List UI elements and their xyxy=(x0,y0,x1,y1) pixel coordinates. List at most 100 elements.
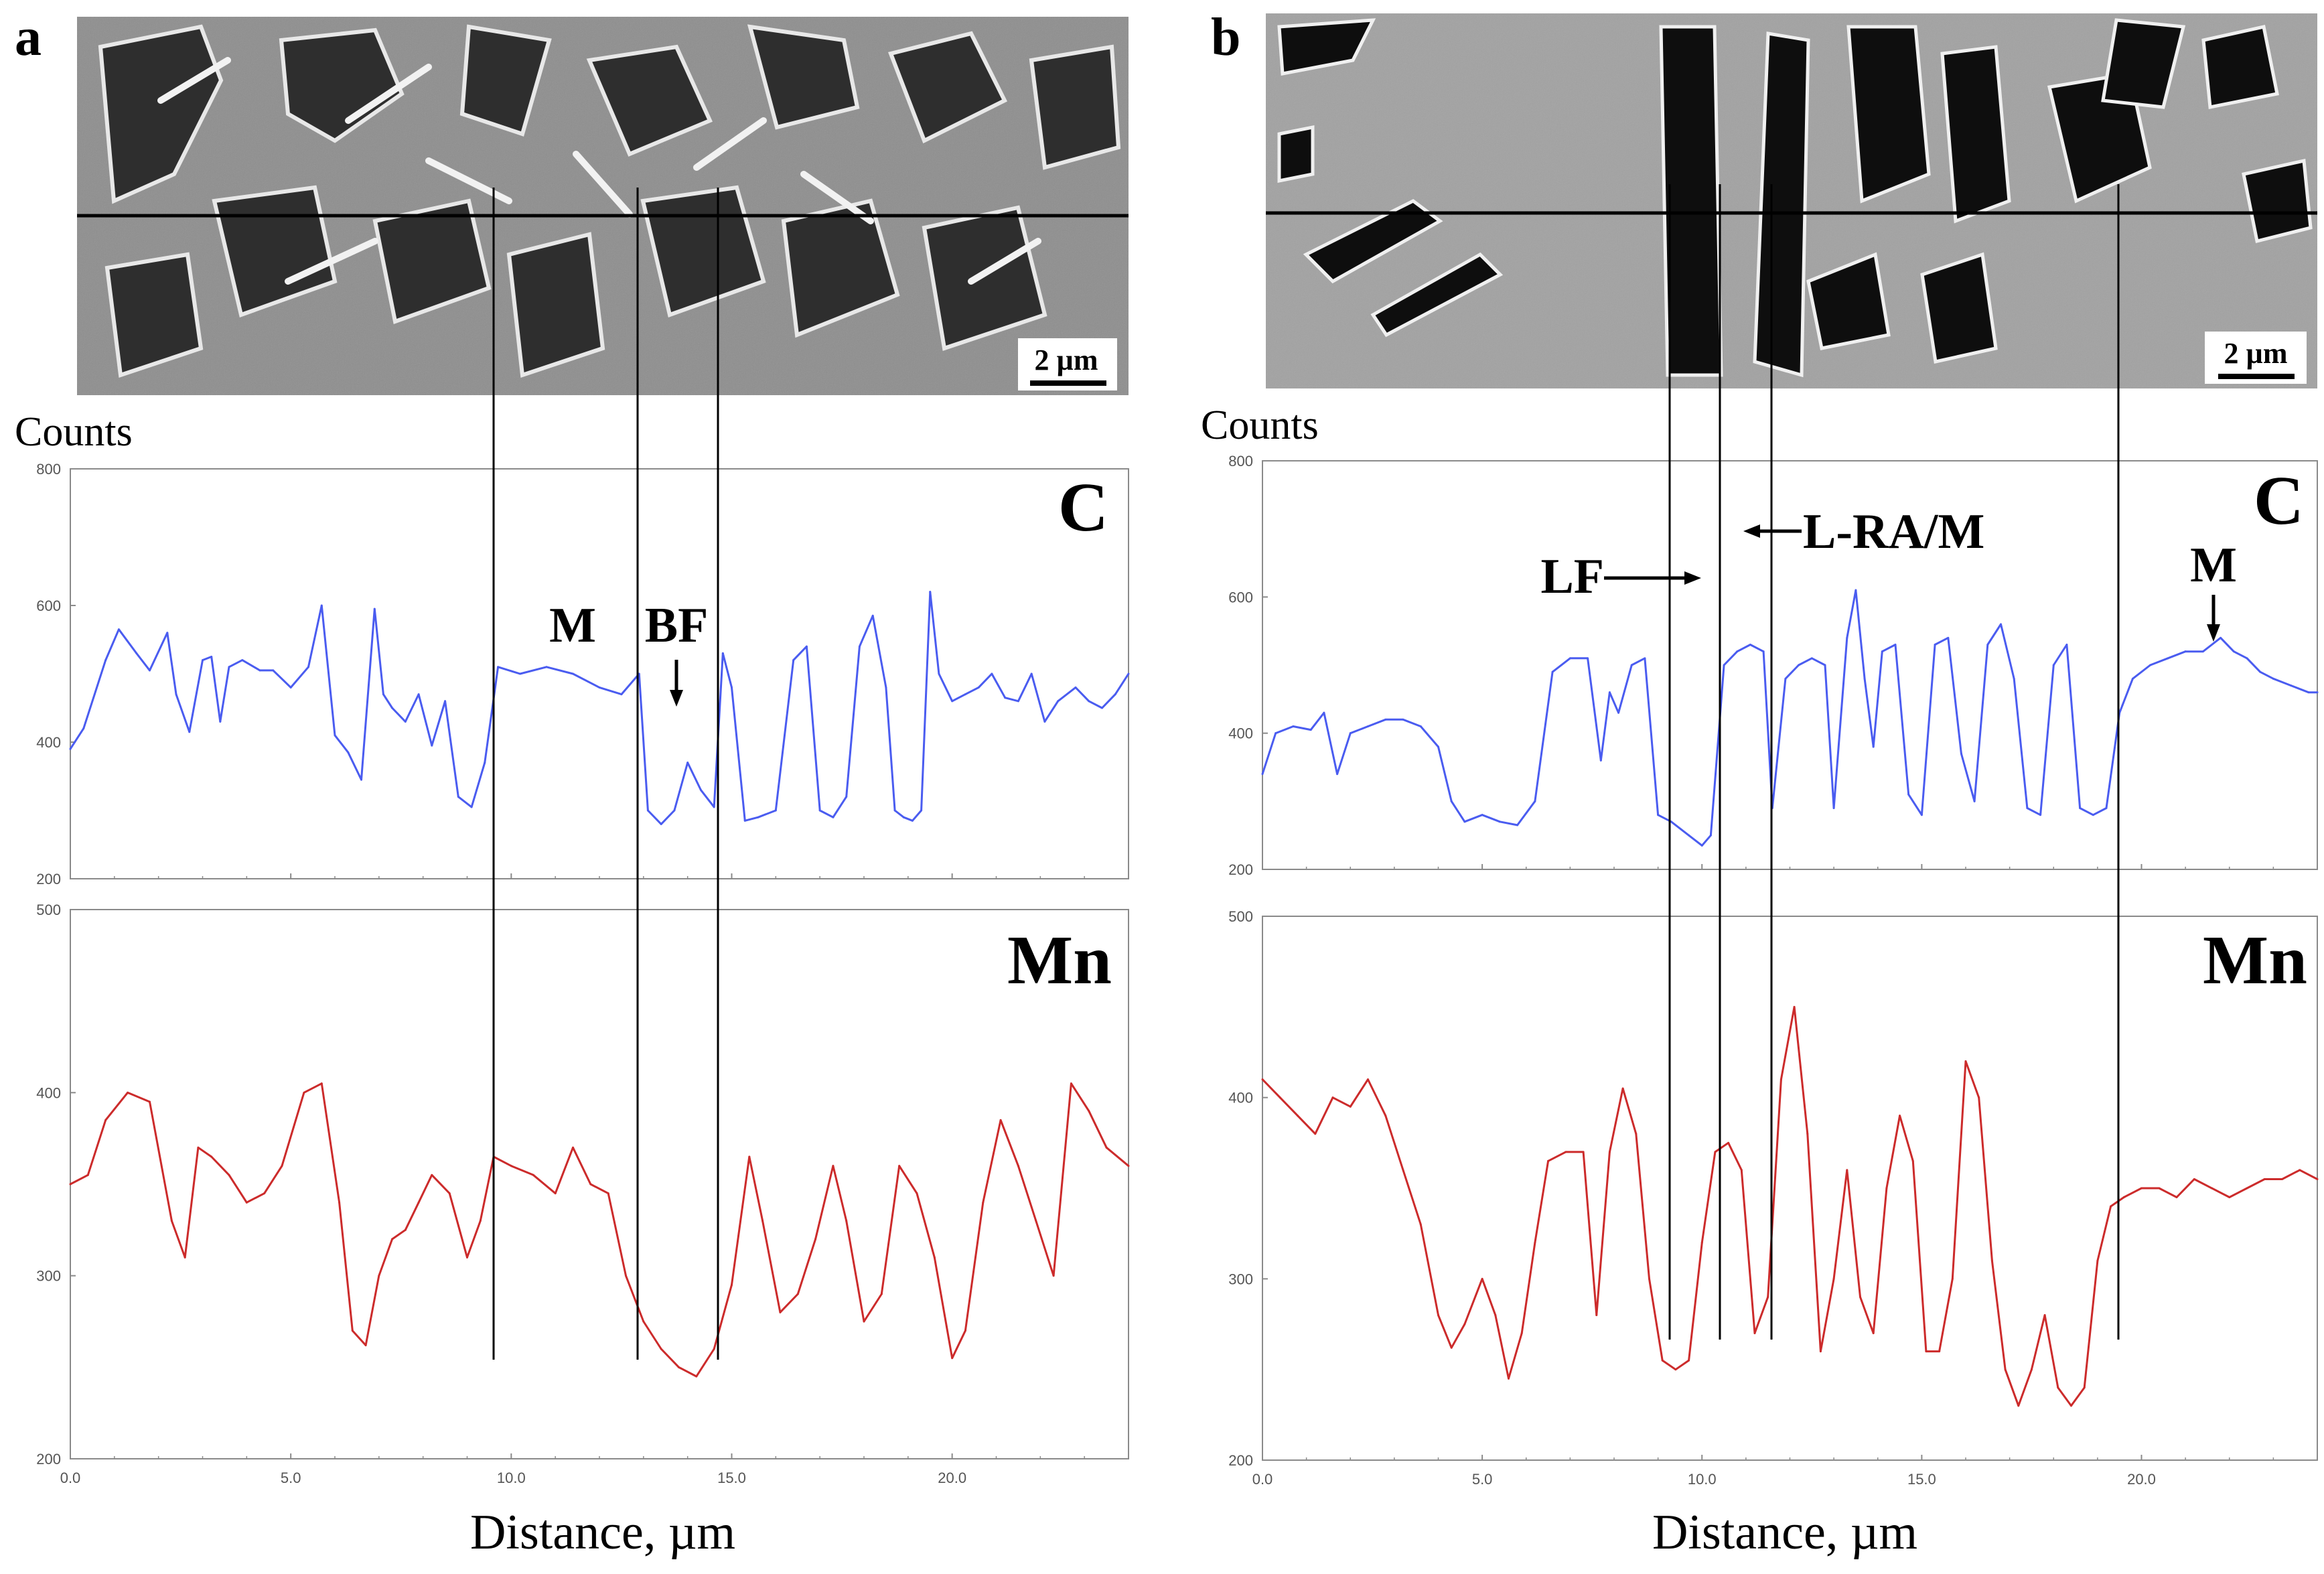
plot-a-c-ytick-label: 400 xyxy=(36,734,61,751)
plot-a-mn-point xyxy=(554,1192,557,1195)
plot-a-c-point xyxy=(210,656,213,658)
plot-b-mn-ytick-label: 200 xyxy=(1228,1452,1253,1469)
plot-b-mn-point xyxy=(1582,1151,1585,1153)
plot-b-mn-point xyxy=(1819,1350,1822,1353)
plot-a-mn-point xyxy=(431,1173,433,1176)
plot-b-c-point xyxy=(2105,807,2108,809)
plot-b-mn-point xyxy=(1964,1060,1967,1063)
plot-b-mn-point xyxy=(1520,1332,1523,1335)
panel-b-micrograph xyxy=(1266,13,2317,388)
plot-a-mn-point xyxy=(184,1256,186,1259)
plot-a-c-point xyxy=(938,672,940,675)
plot-a-mn-point xyxy=(660,1348,662,1350)
plot-b-c-ytick-label: 200 xyxy=(1228,861,1253,878)
plot-a-mn-xtick-label: 10.0 xyxy=(497,1470,526,1486)
panel-a-bf-arrow xyxy=(670,660,683,707)
plot-a-c-point xyxy=(951,700,954,703)
panel-a-mn-plot: 200 300 400 500 0.0 5.0 10.0 15.0 20.0 xyxy=(36,902,1130,1486)
plot-b-mn-ytick-label: 300 xyxy=(1228,1271,1253,1287)
plot-b-mn-ytick-label: 400 xyxy=(1228,1090,1253,1106)
plot-b-mn-point xyxy=(1990,1259,1993,1262)
plot-a-mn-point xyxy=(678,1366,680,1368)
plot-a-mn-point xyxy=(391,1238,394,1240)
plot-b-mn-point xyxy=(1331,1096,1334,1099)
plot-b-c-point xyxy=(2201,650,2204,653)
plot-a-c-point xyxy=(620,693,623,696)
plot-a-c-point xyxy=(166,632,169,634)
plot-a-mn-xtick-label: 15.0 xyxy=(717,1470,746,1486)
plot-a-mn-point xyxy=(713,1348,715,1350)
plot-b-mn-xtick-label: 5.0 xyxy=(1472,1471,1493,1488)
plot-a-mn-point xyxy=(607,1192,609,1195)
plot-b-c-point xyxy=(1749,644,1751,646)
plot-b-mn-point xyxy=(1534,1241,1536,1244)
plot-a-c-point xyxy=(832,816,834,818)
plot-b-mn-point xyxy=(1688,1359,1690,1362)
plot-a-c-point xyxy=(911,819,914,822)
plot-b-c-point xyxy=(1863,677,1866,680)
plot-a-mn-point xyxy=(417,1201,420,1204)
plot-b-mn-point xyxy=(1349,1105,1352,1108)
plot-a-mn-point xyxy=(999,1119,1002,1121)
plot-a-c-point xyxy=(497,666,500,668)
plot-a-mn-point xyxy=(863,1320,865,1323)
plot-a-c-point xyxy=(743,819,746,822)
plot-b-c-point xyxy=(1907,793,1910,796)
panel-a-mn-element-label: Mn xyxy=(1007,922,1112,999)
plot-b-c-point xyxy=(1463,820,1466,823)
plot-a-mn-point xyxy=(748,1155,751,1158)
plot-b-c-point xyxy=(2079,807,2082,809)
panel-b-m-arrow xyxy=(2207,595,2220,642)
plot-b-c-point xyxy=(2290,685,2293,687)
plot-a-mn-point xyxy=(642,1320,645,1323)
plot-a-mn-point xyxy=(245,1201,248,1204)
plot-a-mn-point xyxy=(479,1220,482,1222)
plot-a-c-point xyxy=(1030,672,1033,675)
plot-a-mn-point xyxy=(281,1165,283,1167)
plot-a-c-point xyxy=(699,788,702,791)
plot-b-c-frame xyxy=(1262,460,2318,870)
plot-b-c-point xyxy=(1700,844,1703,847)
panel-a-letter: a xyxy=(15,8,42,67)
plot-a-c-point xyxy=(1017,700,1019,703)
plot-b-c-point xyxy=(1644,657,1646,660)
plot-b-mn-point xyxy=(1635,1133,1638,1135)
plot-b-mn-point xyxy=(1925,1350,1928,1353)
plot-b-mn-point xyxy=(2299,1169,2301,1171)
plot-a-mn-xtick-label: 5.0 xyxy=(281,1470,301,1486)
panel-a-guide-lines xyxy=(492,188,719,1360)
plot-a-mn-point xyxy=(197,1146,200,1149)
plot-b-c-point xyxy=(1309,729,1312,731)
plot-b-c-ytick-label: 400 xyxy=(1228,725,1253,742)
plot-a-c-point xyxy=(202,659,204,662)
plot-a-mn-point xyxy=(127,1091,129,1094)
plot-b-c-point xyxy=(2220,636,2222,639)
plot-b-mn-point xyxy=(1674,1368,1677,1371)
plot-a-mn-point xyxy=(104,1119,107,1121)
plot-a-mn-ytick-label: 200 xyxy=(36,1451,61,1468)
plot-a-c-point xyxy=(1043,720,1046,723)
plot-b-mn-xtick-label: 20.0 xyxy=(2127,1471,2156,1488)
plot-a-c-point xyxy=(272,669,275,672)
plot-b-mn-point xyxy=(2122,1196,2125,1199)
plot-b-c-point xyxy=(2131,677,2134,680)
plot-b-mn-point xyxy=(2281,1177,2283,1180)
plot-a-c-ytick-label: 800 xyxy=(36,461,61,478)
plot-a-c-point xyxy=(117,628,120,631)
plot-b-c-point xyxy=(1336,773,1339,776)
panel-b-lram-arrow xyxy=(1743,524,1802,538)
plot-b-mn-point xyxy=(1938,1350,1941,1353)
plot-b-c-point xyxy=(2184,650,2187,653)
plot-b-c-point xyxy=(1275,732,1277,735)
plot-a-c-point xyxy=(417,693,420,696)
panel-b-annotation-m: M xyxy=(2190,538,2237,593)
plot-a-c-point xyxy=(104,659,107,662)
panel-b-y-axis-title: Counts xyxy=(1201,403,1319,448)
plot-a-c-point xyxy=(320,604,323,607)
plot-b-mn-point xyxy=(1793,1005,1796,1008)
plot-b-mn-point xyxy=(1780,1078,1782,1081)
plot-a-c-point xyxy=(871,614,874,617)
plot-b-mn-point xyxy=(1450,1346,1453,1349)
plot-b-c-point xyxy=(1934,644,1936,646)
